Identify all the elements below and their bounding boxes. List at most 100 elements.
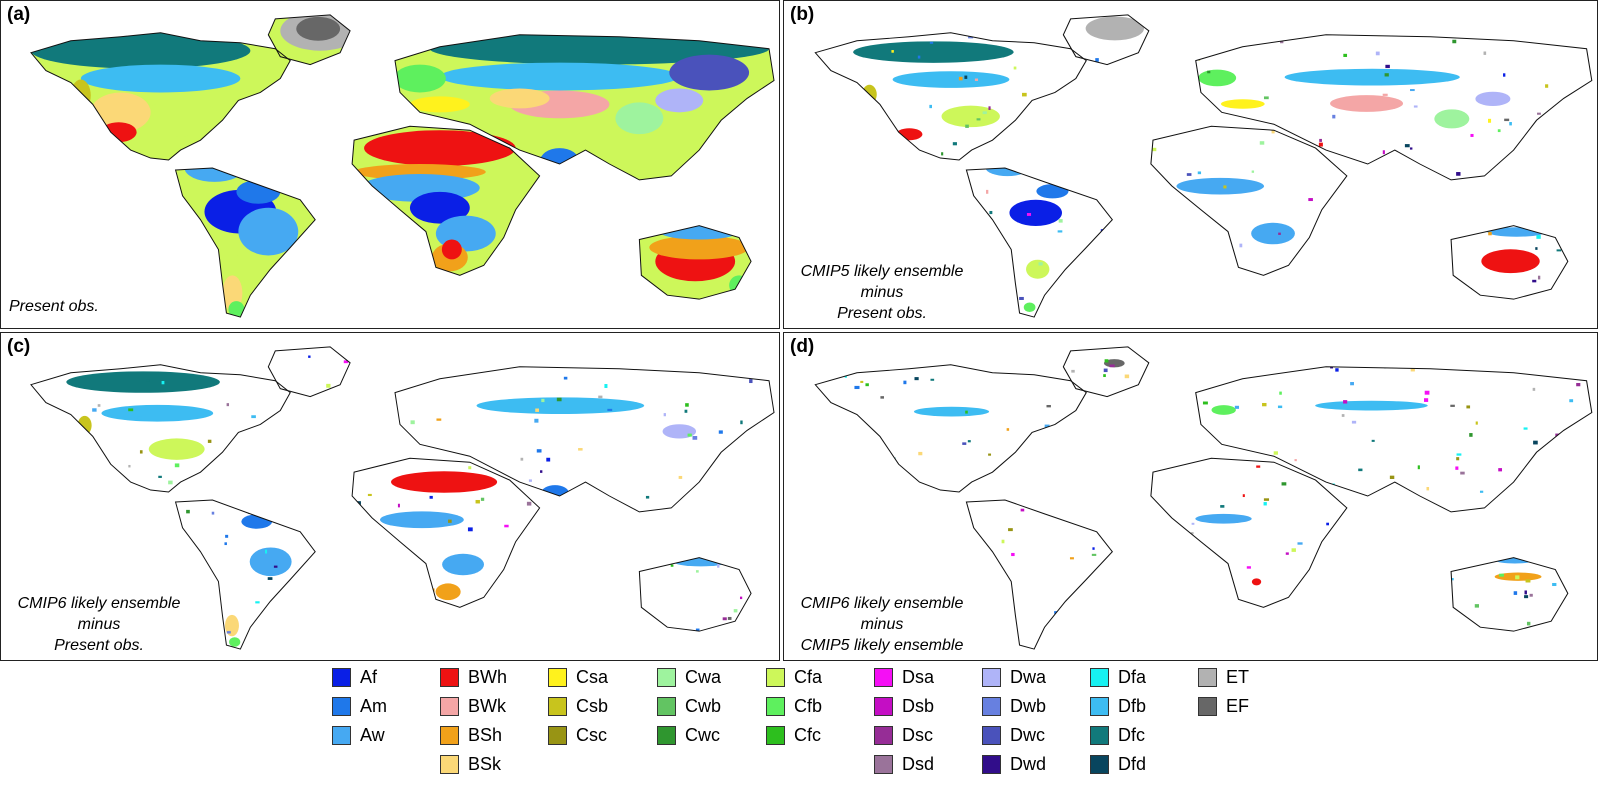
legend-item-bwh: BWh xyxy=(440,665,507,689)
legend-label: Csb xyxy=(576,695,609,716)
climate-map xyxy=(30,14,775,318)
legend-swatch xyxy=(1090,667,1109,687)
legend-item-dwc: Dwc xyxy=(982,723,1045,747)
legend-item-csa: Csa xyxy=(548,665,608,689)
legend-label: Aw xyxy=(360,724,385,745)
map-panel-b: (b) CMIP5 likely ensemble minus Present … xyxy=(783,0,1598,329)
legend-swatch xyxy=(982,725,1001,745)
legend-label: Dwa xyxy=(1010,666,1047,687)
panel-label: (a) xyxy=(7,4,31,25)
caption-line: Present obs. xyxy=(837,305,927,322)
legend-item-af: Af xyxy=(332,665,377,689)
panel-caption: CMIP5 likely ensemble minus Present obs. xyxy=(790,261,974,324)
legend-item-dsc: Dsc xyxy=(874,723,933,747)
map-panel-c: (c) CMIP6 likely ensemble minus Present … xyxy=(0,332,780,661)
legend-swatch xyxy=(874,696,893,716)
caption-line: CMIP5 likely ensemble xyxy=(800,637,964,654)
panel-label: (b) xyxy=(790,4,815,25)
legend-item-dwd: Dwd xyxy=(982,752,1046,776)
legend-swatch xyxy=(1090,696,1109,716)
legend-item-dfc: Dfc xyxy=(1090,723,1145,747)
legend-item-cfb: Cfb xyxy=(766,694,822,718)
legend-label: Cfa xyxy=(794,666,823,687)
legend-label: Dfb xyxy=(1118,695,1147,716)
legend-swatch xyxy=(874,725,893,745)
legend-swatch xyxy=(874,754,893,774)
caption-line: Present obs. xyxy=(54,637,144,654)
legend-item-bwk: BWk xyxy=(440,694,506,718)
climate-map xyxy=(814,14,1593,318)
legend-item-am: Am xyxy=(332,694,387,718)
legend-swatch xyxy=(657,696,676,716)
legend-swatch xyxy=(766,667,785,687)
legend-swatch xyxy=(440,725,459,745)
map-panel-d: (d) CMIP6 likely ensemble minus CMIP5 li… xyxy=(783,332,1598,661)
legend-item-dfa: Dfa xyxy=(1090,665,1146,689)
legend-label: Dsb xyxy=(902,695,935,716)
panel-caption: CMIP6 likely ensemble minus CMIP5 likely… xyxy=(790,593,974,656)
legend-item-csc: Csc xyxy=(548,723,607,747)
legend-item-dfb: Dfb xyxy=(1090,694,1146,718)
climate-fill xyxy=(30,14,775,318)
caption-line: minus xyxy=(77,616,121,633)
legend-item-cfa: Cfa xyxy=(766,665,822,689)
caption-line: minus xyxy=(860,616,904,633)
legend-label: Csc xyxy=(576,724,607,745)
legend-label: Cwb xyxy=(685,695,722,716)
legend-swatch xyxy=(1198,667,1217,687)
legend-swatch xyxy=(1090,725,1109,745)
legend-swatch xyxy=(548,667,567,687)
climate-map xyxy=(30,346,775,650)
legend-label: Dwb xyxy=(1010,695,1047,716)
legend-label: BSk xyxy=(468,753,502,774)
legend-item-dsa: Dsa xyxy=(874,665,934,689)
legend-item-aw: Aw xyxy=(332,723,385,747)
panel-label: (d) xyxy=(790,336,815,357)
legend-swatch xyxy=(982,696,1001,716)
legend-label: Af xyxy=(360,666,378,687)
caption-line: Present obs. xyxy=(9,298,99,315)
legend-item-cfc: Cfc xyxy=(766,723,821,747)
legend-label: Dfc xyxy=(1118,724,1145,745)
legend-label: Dwc xyxy=(1010,724,1045,745)
legend-item-bsh: BSh xyxy=(440,723,502,747)
legend-swatch xyxy=(548,696,567,716)
legend-swatch xyxy=(332,667,351,687)
legend-swatch xyxy=(657,667,676,687)
legend-swatch xyxy=(332,725,351,745)
legend-label: Cfc xyxy=(794,724,821,745)
legend-swatch xyxy=(982,754,1001,774)
climate-fill xyxy=(30,353,764,647)
legend-item-dwb: Dwb xyxy=(982,694,1046,718)
legend-label: Dfa xyxy=(1118,666,1147,687)
legend-label: BSh xyxy=(468,724,503,745)
legend-swatch xyxy=(440,754,459,774)
caption-line: CMIP5 likely ensemble xyxy=(800,263,964,280)
legend-swatch xyxy=(982,667,1001,687)
legend-item-dfd: Dfd xyxy=(1090,752,1146,776)
legend-item-dsb: Dsb xyxy=(874,694,934,718)
panel-caption: Present obs. xyxy=(9,296,99,317)
legend-label: BWk xyxy=(468,695,506,716)
legend-item-et: ET xyxy=(1198,665,1249,689)
legend-swatch xyxy=(874,667,893,687)
legend-swatch xyxy=(766,696,785,716)
legend-swatch xyxy=(1198,696,1217,716)
legend-label: BWh xyxy=(468,666,508,687)
legend-swatch xyxy=(766,725,785,745)
legend-label: Cwa xyxy=(685,666,722,687)
panel-caption: CMIP6 likely ensemble minus Present obs. xyxy=(7,593,191,656)
legend-label: Cfb xyxy=(794,695,823,716)
legend-label: Dsd xyxy=(902,753,935,774)
legend-swatch xyxy=(1090,754,1109,774)
legend-item-ef: EF xyxy=(1198,694,1249,718)
legend-item-bsk: BSk xyxy=(440,752,501,776)
legend-label: ET xyxy=(1226,666,1250,687)
legend-item-csb: Csb xyxy=(548,694,608,718)
panel-label: (c) xyxy=(7,336,31,357)
caption-line: minus xyxy=(860,284,904,301)
legend-label: Csa xyxy=(576,666,609,687)
legend-label: Am xyxy=(360,695,387,716)
legend-label: Cwc xyxy=(685,724,720,745)
legend-swatch xyxy=(657,725,676,745)
